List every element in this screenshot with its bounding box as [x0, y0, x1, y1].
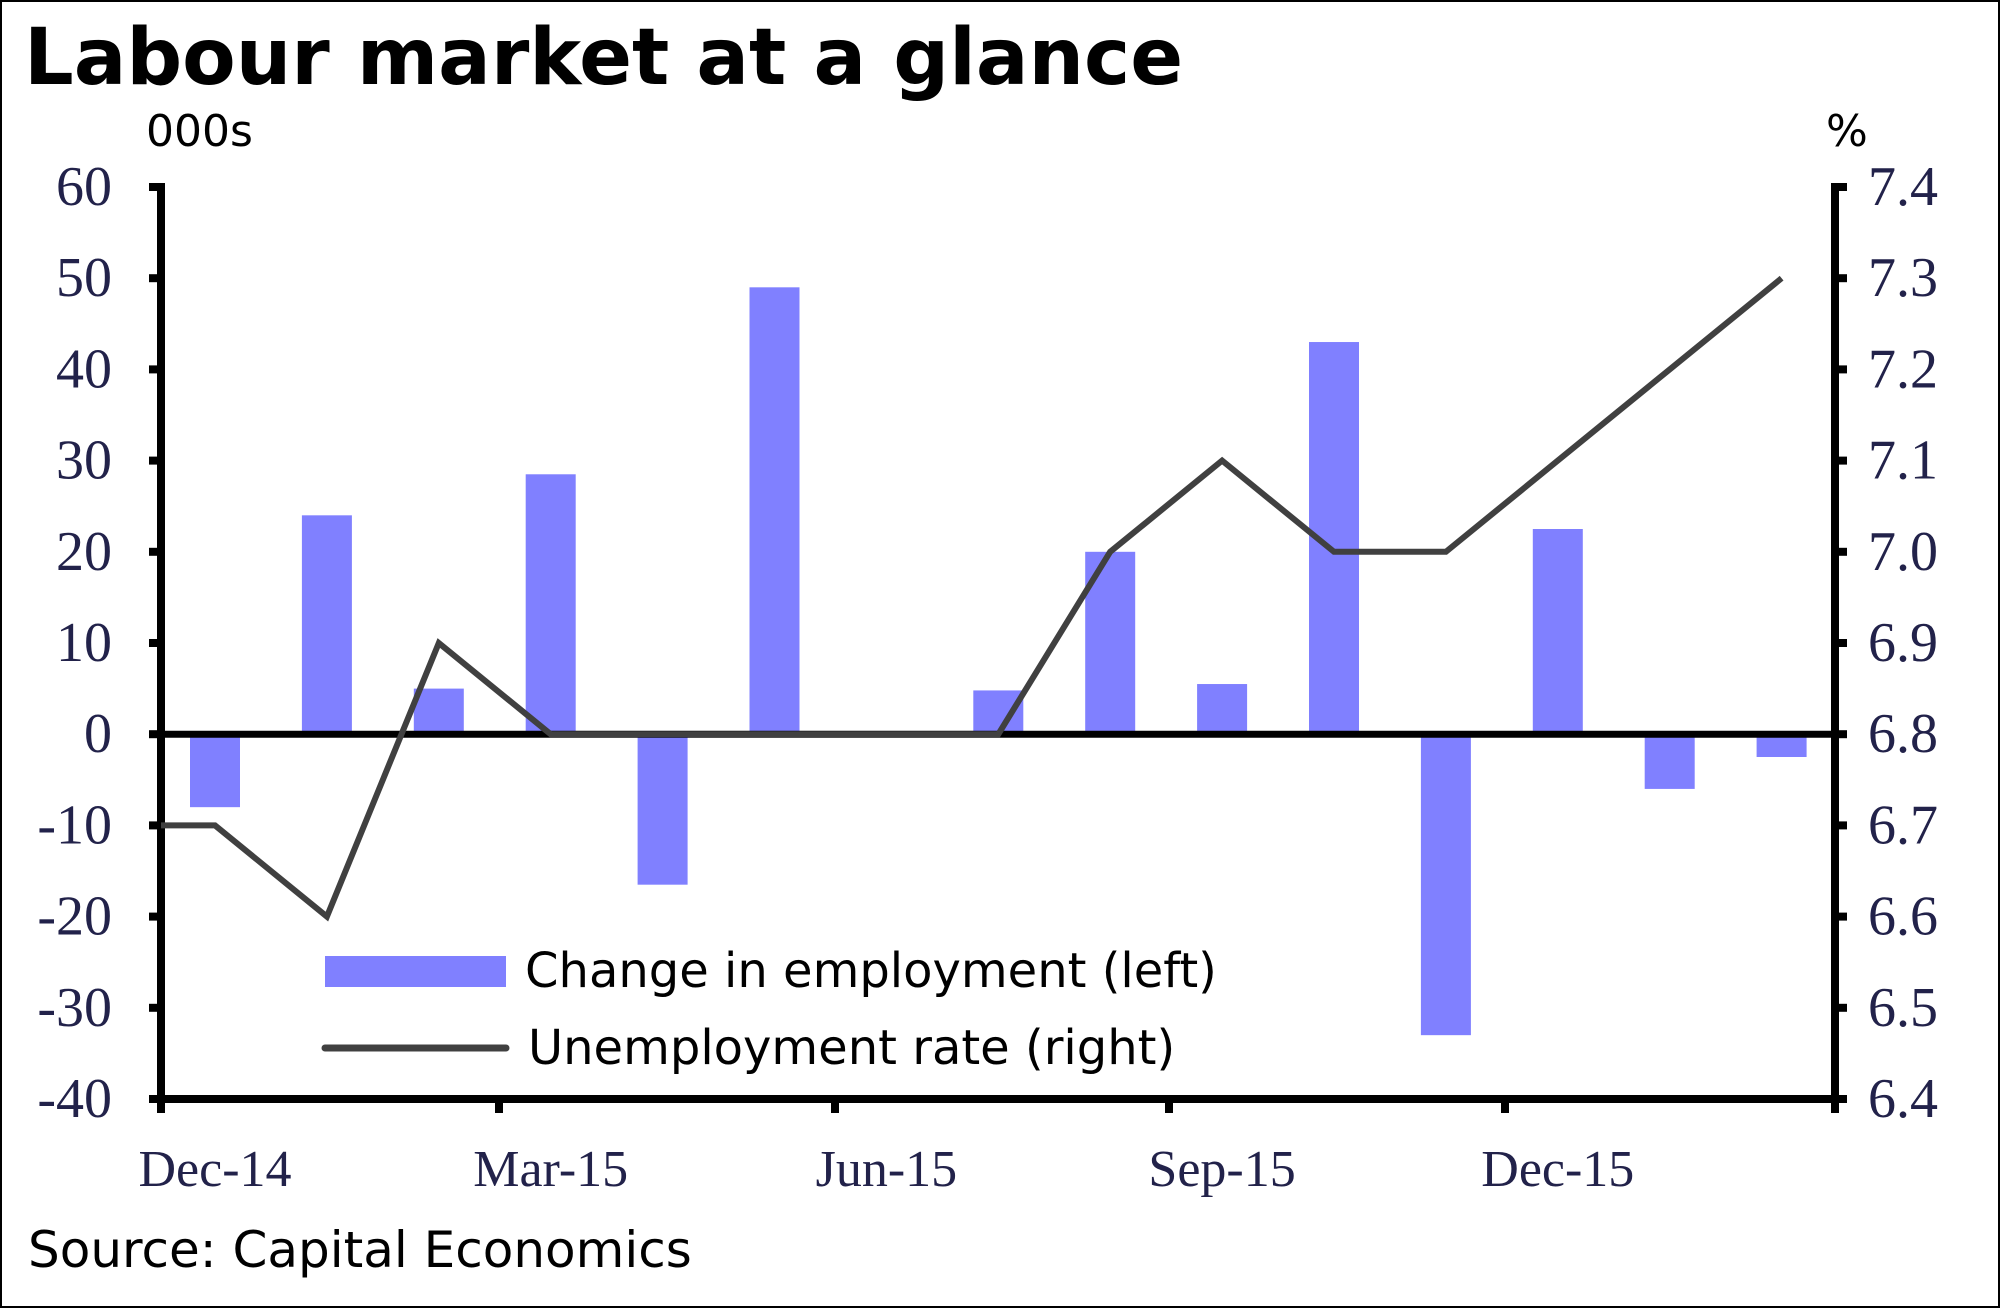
left-tick-label: 20: [56, 521, 112, 583]
right-tick-label: 7.2: [1868, 338, 1938, 400]
bar-Apr-15: [637, 734, 688, 885]
x-tick-label: Jun-15: [816, 1141, 958, 1198]
legend-label-employment: Change in employment (left): [525, 943, 1217, 999]
left-tick-label: 10: [56, 612, 112, 674]
bar-Feb-15: [413, 688, 464, 735]
right-tick-label: 6.8: [1868, 703, 1938, 765]
chart-title: Labour market at a glance: [24, 13, 1183, 103]
legend-swatch-employment: [325, 956, 506, 987]
bar-Feb-16: [1756, 734, 1807, 757]
right-tick-label: 7.3: [1868, 247, 1938, 309]
x-tick-label: Dec-15: [1481, 1141, 1634, 1198]
bar-Mar-15: [525, 474, 576, 735]
right-axis-unit: %: [1826, 106, 1868, 157]
left-tick-label: -10: [37, 794, 112, 856]
bar-Sep-15: [1197, 684, 1248, 735]
left-tick-label: 50: [56, 247, 112, 309]
left-axis-unit: 000s: [146, 106, 253, 157]
right-tick-label: 6.9: [1868, 612, 1938, 674]
left-tick-label: 30: [56, 430, 112, 492]
x-tick-label: Dec-14: [138, 1141, 291, 1198]
bar-Nov-15: [1420, 734, 1471, 1036]
left-tick-label: -20: [37, 886, 112, 948]
unemployment-rate-line: [161, 275, 1784, 922]
left-tick-label: 40: [56, 338, 112, 400]
legend-label-unemployment: Unemployment rate (right): [528, 1020, 1175, 1076]
bar-Jan-16: [1644, 734, 1695, 789]
right-tick-label: 7.4: [1868, 156, 1938, 218]
left-tick-label: 60: [56, 156, 112, 218]
bar-Dec-14: [190, 734, 240, 808]
right-tick-label: 7.0: [1868, 521, 1938, 583]
left-tick-label: -40: [37, 1068, 112, 1130]
bar-Jul-15: [973, 690, 1024, 735]
left-tick-label: -30: [37, 977, 112, 1039]
right-tick-label: 7.1: [1868, 430, 1938, 492]
x-tick-label: Mar-15: [473, 1141, 628, 1198]
bar-Jan-15: [301, 515, 352, 735]
legend: Change in employment (left) Unemployment…: [321, 943, 1217, 1076]
bar-Dec-15: [1532, 529, 1583, 735]
right-tick-label: 6.4: [1868, 1068, 1938, 1130]
bar-May-15: [749, 287, 800, 735]
source-note: Source: Capital Economics: [28, 1221, 692, 1279]
right-tick-label: 6.6: [1868, 886, 1938, 948]
right-tick-label: 6.5: [1868, 977, 1938, 1039]
right-tick-label: 6.7: [1868, 794, 1938, 856]
x-tick-label: Sep-15: [1148, 1141, 1295, 1198]
left-tick-label: 0: [84, 703, 112, 765]
